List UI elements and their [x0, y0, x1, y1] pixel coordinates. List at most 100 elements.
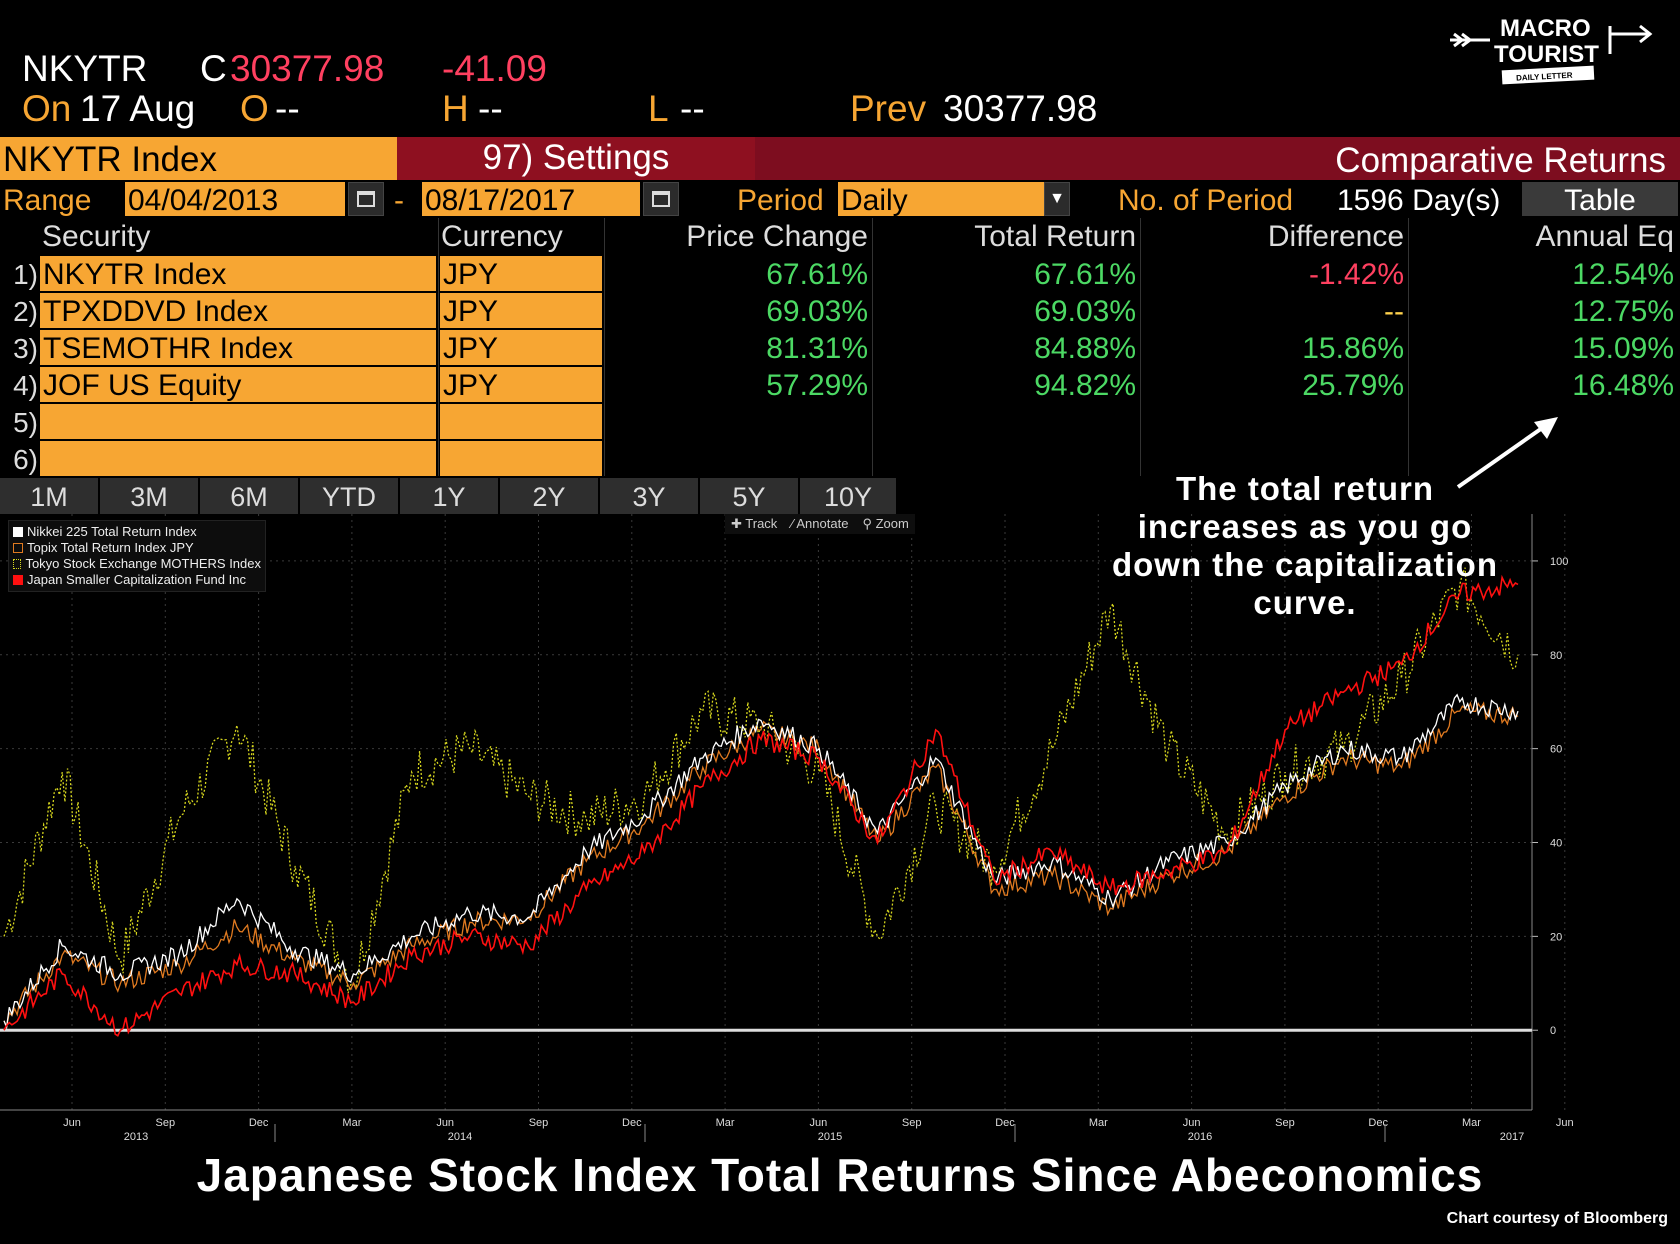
macro-tourist-logo: MACRO TOURIST DAILY LETTER	[1450, 8, 1670, 88]
high-label: H	[442, 88, 469, 129]
range-row: Range 04/04/2013 - 08/17/2017 Period Dai…	[0, 182, 1680, 218]
x-tick-label: Dec	[995, 1117, 1015, 1129]
difference-value: -1.42%	[1308, 258, 1404, 291]
currency-input[interactable]	[440, 404, 602, 439]
net-change: -41.09	[442, 48, 547, 89]
x-tick-label: Sep	[156, 1117, 176, 1129]
security-input[interactable]: TPXDDVD Index	[40, 293, 436, 328]
annual-eq-value: 15.09%	[1572, 332, 1674, 365]
legend-item: Japan Smaller Capitalization Fund Inc	[13, 572, 261, 588]
annotation-text: The total return increases as you go dow…	[1111, 470, 1499, 621]
currency-input[interactable]: JPY	[440, 330, 602, 365]
header-currency[interactable]: Currency	[441, 220, 563, 253]
annual-eq-value: 12.54%	[1572, 258, 1674, 291]
x-tick-label: Mar	[1089, 1117, 1108, 1129]
currency-input[interactable]: JPY	[440, 293, 602, 328]
period-button-3m[interactable]: 3M	[100, 478, 198, 514]
period-button-ytd[interactable]: YTD	[300, 478, 398, 514]
legend-swatch	[13, 575, 23, 585]
header-total-return[interactable]: Total Return	[974, 220, 1136, 253]
legend-label: Tokyo Stock Exchange MOTHERS Index	[25, 556, 261, 571]
settings-button[interactable]: 97) Settings	[397, 137, 755, 180]
function-title: Comparative Returns	[1335, 141, 1666, 180]
x-year-label: 2014	[448, 1131, 472, 1143]
row-number: 6)	[13, 444, 38, 475]
y-tick-label: 100	[1550, 556, 1568, 568]
period-button-1y[interactable]: 1Y	[400, 478, 498, 514]
x-tick-label: Dec	[1368, 1117, 1388, 1129]
low-value: --	[680, 88, 705, 129]
end-date-input[interactable]: 08/17/2017	[422, 182, 640, 217]
period-button-6m[interactable]: 6M	[200, 478, 298, 514]
series-line	[3, 701, 1519, 1029]
row-number: 1)	[13, 259, 38, 290]
on-label: On	[22, 88, 72, 129]
end-calendar-icon[interactable]	[643, 182, 679, 216]
security-input[interactable]: TSEMOTHR Index	[40, 330, 436, 365]
currency-input[interactable]: JPY	[440, 367, 602, 402]
legend-item: Nikkei 225 Total Return Index	[13, 524, 261, 540]
annotation-arrow	[1456, 417, 1558, 489]
series-line	[3, 567, 1519, 994]
series-line	[3, 693, 1519, 1030]
period-button-2y[interactable]: 2Y	[500, 478, 598, 514]
price-change-value: 57.29%	[766, 369, 868, 402]
close-price: 30377.98	[230, 48, 385, 89]
chart-zoom-button[interactable]: ⚲ Zoom	[862, 516, 909, 531]
price-change-value: 67.61%	[766, 258, 868, 291]
period-label: Period	[737, 184, 824, 217]
table-button[interactable]: Table	[1522, 182, 1678, 217]
chart-toolbar: ✚ Track ⁄ Annotate ⚲ Zoom	[725, 514, 915, 534]
x-tick-label: Sep	[1275, 1117, 1295, 1129]
security-input[interactable]	[40, 404, 436, 439]
start-calendar-icon[interactable]	[348, 182, 384, 216]
security-input[interactable]: NKYTR Index	[40, 256, 436, 291]
chart-legend: Nikkei 225 Total Return Index Topix Total…	[8, 520, 266, 592]
x-tick-label: Jun	[1556, 1117, 1574, 1129]
y-tick-label: 20	[1550, 931, 1562, 943]
period-select[interactable]: Daily	[838, 182, 1044, 217]
chevron-down-icon[interactable]: ▼	[1044, 182, 1070, 216]
period-button-1m[interactable]: 1M	[0, 478, 98, 514]
difference-value: 25.79%	[1302, 369, 1404, 402]
header-annual-eq[interactable]: Annual Eq	[1535, 220, 1674, 253]
num-periods-value: 1596 Day(s)	[1337, 184, 1501, 217]
start-date-input[interactable]: 04/04/2013	[125, 182, 345, 217]
total-return-value: 84.88%	[1034, 332, 1136, 365]
security-input[interactable]: JOF US Equity	[40, 367, 436, 402]
x-tick-label: Mar	[716, 1117, 735, 1129]
x-year-label: 2016	[1188, 1131, 1212, 1143]
difference-value: --	[1384, 295, 1404, 328]
currency-input[interactable]	[440, 441, 602, 476]
y-tick-label: 0	[1550, 1025, 1556, 1037]
chart-track-button[interactable]: ✚ Track	[731, 516, 778, 531]
quote-date: 17 Aug	[80, 88, 196, 129]
header-difference[interactable]: Difference	[1267, 220, 1404, 253]
open-value: --	[275, 88, 300, 129]
chart-annotate-button[interactable]: ⁄ Annotate	[791, 516, 849, 531]
x-year-label: 2017	[1500, 1131, 1524, 1143]
security-field[interactable]: NKYTR Index	[0, 137, 397, 180]
x-tick-label: Jun	[63, 1117, 81, 1129]
period-button-3y[interactable]: 3Y	[600, 478, 698, 514]
header-security[interactable]: Security	[42, 220, 151, 253]
ticker: NKYTR	[22, 48, 148, 89]
period-button-5y[interactable]: 5Y	[700, 478, 798, 514]
prev-value: 30377.98	[943, 88, 1098, 129]
total-return-value	[872, 403, 1136, 440]
prev-label: Prev	[850, 88, 927, 129]
period-button-10y[interactable]: 10Y	[800, 478, 896, 514]
legend-item: Topix Total Return Index JPY	[13, 540, 261, 556]
currency-input[interactable]: JPY	[440, 256, 602, 291]
difference-value: 15.86%	[1302, 332, 1404, 365]
legend-item: Tokyo Stock Exchange MOTHERS Index	[13, 556, 261, 572]
series-line	[3, 574, 1519, 1037]
price-change-value: 81.31%	[766, 332, 868, 365]
high-value: --	[478, 88, 503, 129]
range-label: Range	[3, 184, 92, 217]
security-input[interactable]	[40, 441, 436, 476]
legend-label: Japan Smaller Capitalization Fund Inc	[27, 572, 246, 587]
header-price-change[interactable]: Price Change	[686, 220, 868, 253]
low-label: L	[648, 88, 669, 129]
x-tick-label: Dec	[622, 1117, 642, 1129]
